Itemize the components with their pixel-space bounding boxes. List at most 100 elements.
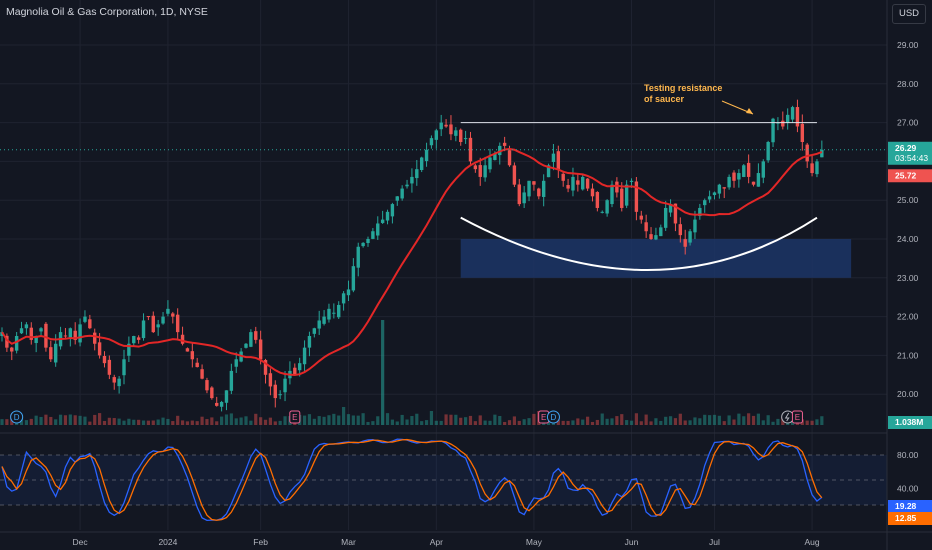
candle-body [532, 181, 536, 185]
annotation-line-2: of saucer [644, 94, 685, 104]
split-marker[interactable] [781, 410, 795, 424]
volume-bar [259, 417, 263, 425]
candle [317, 310, 321, 335]
candle [434, 128, 439, 149]
candle-body [473, 165, 478, 170]
volume-bar [625, 420, 629, 425]
candle-body [756, 173, 761, 187]
candle [820, 140, 824, 158]
volume-bar [454, 414, 458, 425]
volume-bar [307, 414, 312, 425]
earnings-icon [289, 410, 301, 424]
volume-bar [263, 419, 268, 425]
candle [63, 327, 68, 340]
ma-price-tag: 25.72 [888, 169, 932, 183]
candle-body [620, 188, 624, 208]
candle-body [385, 211, 390, 221]
price-tick-label: 29.00 [897, 40, 919, 50]
candle [727, 174, 731, 190]
candle-body [551, 153, 556, 162]
volume-bar [200, 416, 204, 425]
candle-body [200, 369, 204, 379]
candle [180, 326, 185, 346]
volume-bar [493, 414, 497, 425]
candle [34, 335, 38, 353]
candle [249, 329, 253, 348]
volume-bar [63, 415, 68, 425]
candle-body [185, 348, 190, 352]
candle-body [576, 180, 580, 185]
candle-body [610, 184, 614, 205]
candle [327, 303, 331, 323]
volume-bar [317, 416, 321, 425]
dividend-marker[interactable]: D [10, 410, 24, 424]
candle [337, 301, 341, 320]
candle [454, 127, 458, 142]
candle-body [751, 181, 756, 185]
candle [10, 346, 14, 361]
volume-bar [24, 420, 28, 425]
candle-body [698, 207, 702, 217]
candle-body [639, 215, 643, 220]
candle [654, 227, 658, 241]
currency-button[interactable]: USD [892, 4, 926, 24]
stoch-k-tag-text: 19.28 [895, 501, 917, 511]
candle-body [49, 347, 53, 360]
candle-body [727, 176, 731, 188]
candle-body [512, 165, 517, 185]
candle-body [44, 323, 48, 348]
volume-bar [503, 421, 507, 425]
volume-bar [610, 418, 614, 425]
stochastic-pane [0, 432, 932, 522]
candle-body [146, 316, 151, 318]
earnings-marker[interactable]: E [289, 410, 301, 424]
dividend-marker[interactable]: D [546, 410, 560, 424]
stoch-d-tag: 12.85 [888, 512, 932, 525]
volume-bar [180, 420, 185, 425]
candle [424, 142, 429, 167]
candle-body [10, 347, 14, 352]
candle [600, 210, 604, 214]
candle [210, 386, 214, 400]
candle-body [151, 315, 155, 333]
candle [522, 186, 526, 209]
volume-bar [395, 421, 399, 425]
candle-body [429, 138, 434, 146]
candle-body [307, 336, 312, 348]
volume-bar [156, 419, 160, 425]
candle [351, 258, 356, 293]
candle-body [703, 200, 707, 206]
candle-body [771, 118, 775, 143]
candle-body [136, 337, 141, 340]
volume-bar [283, 416, 287, 425]
candle-body [415, 169, 419, 179]
candle-body [24, 324, 29, 329]
earnings-marker[interactable]: E [791, 410, 803, 424]
candle-body [68, 328, 73, 338]
volume-bar [717, 415, 721, 425]
candle [615, 177, 619, 198]
candle [546, 163, 551, 178]
candle-body [615, 181, 619, 193]
candle-body [297, 363, 302, 371]
earnings-icon [791, 410, 803, 424]
candle [341, 291, 346, 311]
candle [590, 183, 595, 202]
candle [581, 174, 585, 191]
candle [68, 327, 73, 347]
candle-body [644, 222, 648, 232]
time-axis: Dec 2024 Feb Mar Apr May Jun Jul Aug [0, 531, 932, 547]
volume-bar [668, 416, 673, 425]
volume-bar [112, 418, 116, 425]
volume-bar [322, 416, 326, 425]
candle-body [371, 231, 375, 239]
candle [683, 229, 687, 255]
candle-body [107, 359, 112, 375]
volume-tag-text: 1.038M [895, 417, 923, 427]
candle [541, 174, 546, 207]
candle-body [122, 359, 126, 376]
annotation-arrowhead [746, 108, 753, 114]
volume-bar [210, 417, 214, 425]
